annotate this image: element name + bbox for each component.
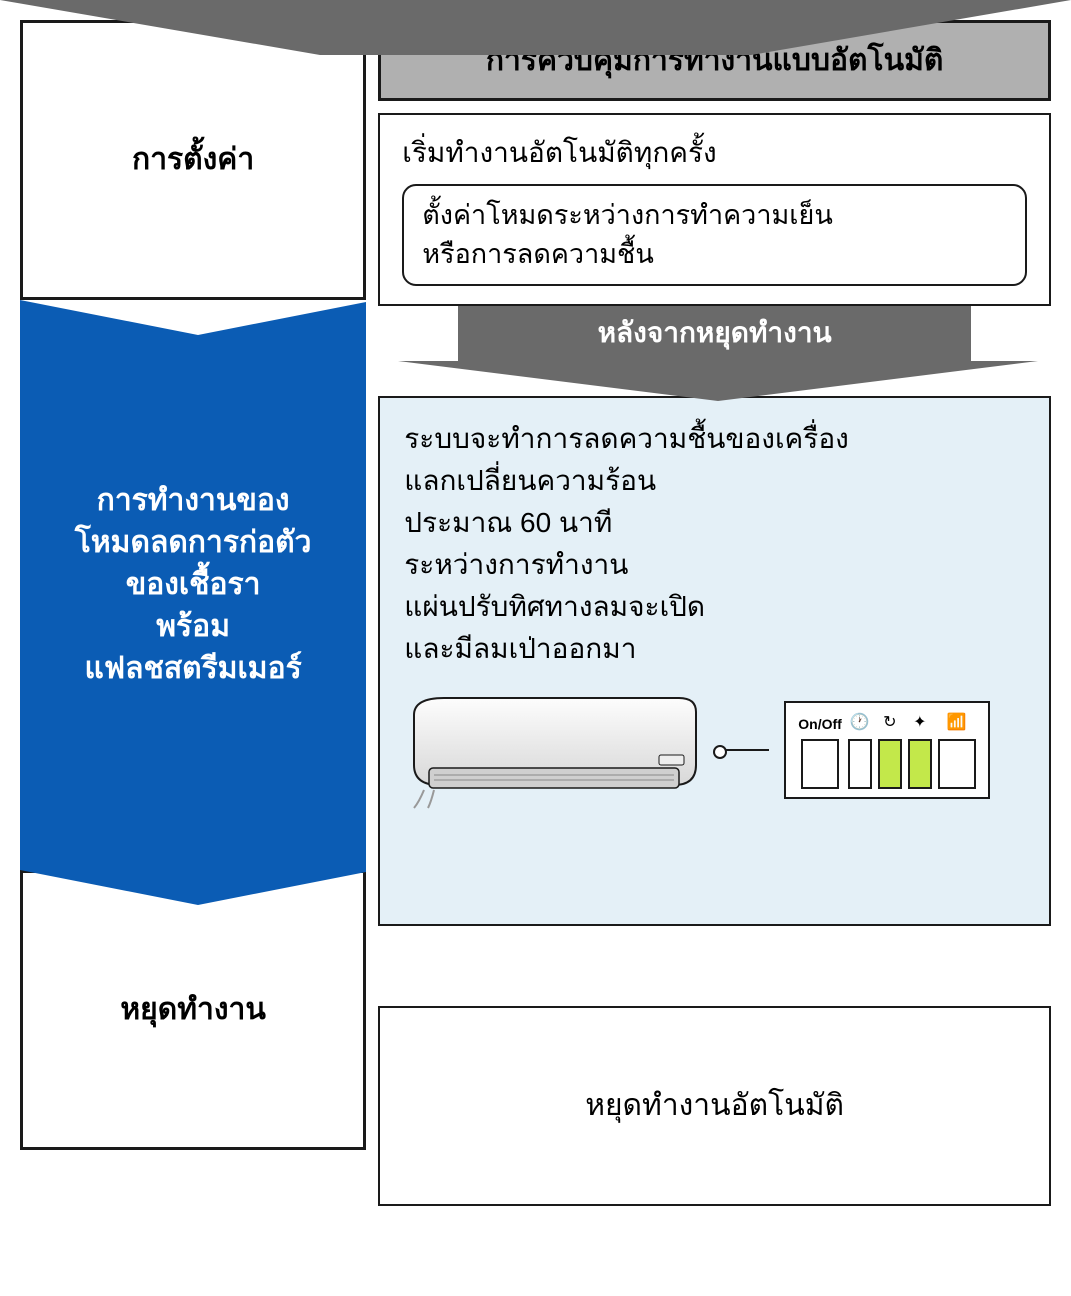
right-box-2-line6: และมีลมเป่าออกมา — [404, 628, 1025, 670]
arrow-to-stop — [398, 934, 1031, 994]
led-refresh: ↻ — [878, 711, 902, 789]
led-panel: On/Off 🕐 ↻ ✦ — [784, 701, 990, 799]
led-clean-indicator — [908, 739, 932, 789]
clean-icon: ✦ — [913, 711, 926, 735]
left-box-1-label: การตั้งค่า — [132, 139, 254, 181]
left-box-3-label: หยุดทำงาน — [120, 989, 265, 1031]
led-timer: 🕐 — [848, 711, 872, 789]
right-box-2-line4: ระหว่างการทำงาน — [404, 544, 1025, 586]
left-box-2-line5: แฟลชสตรีมเมอร์ — [75, 648, 312, 690]
chevron-notch-icon — [20, 870, 366, 908]
led-timer-indicator — [848, 739, 872, 789]
right-box-2-line3: ประมาณ 60 นาที — [404, 502, 1025, 544]
flowchart-container: การตั้งค่า การทำงานของ โหมดลดการก่อตัว ข… — [20, 20, 1051, 1206]
left-box-stop: หยุดทำงาน — [20, 870, 366, 1150]
left-box-mold-mode: การทำงานของ โหมดลดการก่อตัว ของเชื้อรา พ… — [20, 300, 366, 870]
arrow-after-stop: หลังจากหยุดทำงาน — [398, 306, 1031, 396]
left-box-2-text: การทำงานของ โหมดลดการก่อตัว ของเชื้อรา พ… — [75, 480, 312, 690]
led-refresh-indicator — [878, 739, 902, 789]
right-box-1-inner: ตั้งค่าโหมดระหว่างการทำความเย็น หรือการล… — [402, 184, 1027, 286]
right-box-2-line2: แลกเปลี่ยนความร้อน — [404, 460, 1025, 502]
led-onoff-label: On/Off — [798, 714, 842, 735]
timer-icon: 🕐 — [850, 711, 870, 735]
led-clean: ✦ — [908, 711, 932, 789]
right-box-1-title: เริ่มทำงานอัตโนมัติทุกครั้ง — [402, 133, 1027, 174]
right-box-start: เริ่มทำงานอัตโนมัติทุกครั้ง ตั้งค่าโหมดร… — [378, 113, 1051, 306]
left-box-2-line4: พร้อม — [75, 606, 312, 648]
led-onoff-indicator — [801, 739, 839, 789]
left-box-2-line2: โหมดลดการก่อตัว — [75, 522, 312, 564]
right-box-auto-stop: หยุดทำงานอัตโนมัติ — [378, 1006, 1051, 1206]
right-box-2-line5: แผ่นปรับทิศทางลมจะเปิด — [404, 586, 1025, 628]
refresh-icon: ↻ — [883, 711, 896, 735]
left-box-2-line3: ของเชื้อรา — [75, 564, 312, 606]
led-wifi-indicator — [938, 739, 976, 789]
right-box-2-line1: ระบบจะทำการลดความชื้นของเครื่อง — [404, 418, 1025, 460]
leader-line-icon — [719, 749, 769, 751]
arrow-down-icon — [398, 361, 1038, 401]
arrow-shaft: หลังจากหยุดทำงาน — [458, 306, 971, 361]
left-box-settings: การตั้งค่า — [20, 20, 366, 300]
led-wifi: 📶 — [938, 711, 976, 789]
right-box-1-inner-line2: หรือการลดความชื้น — [422, 235, 1007, 274]
arrow-down-icon — [0, 0, 1071, 55]
right-column: การควบคุมการทำงานแบบอัตโนมัติ เริ่มทำงาน… — [378, 20, 1051, 1206]
chevron-notch-icon — [20, 300, 366, 338]
arrow-1-label: หลังจากหยุดทำงาน — [598, 311, 832, 355]
left-column: การตั้งค่า การทำงานของ โหมดลดการก่อตัว ข… — [20, 20, 366, 1206]
wifi-icon: 📶 — [947, 711, 967, 735]
right-box-3-label: หยุดทำงานอัตโนมัติ — [585, 1082, 844, 1129]
right-box-operation: ระบบจะทำการลดความชื้นของเครื่อง แลกเปลี่… — [378, 396, 1051, 926]
right-box-1-inner-line1: ตั้งค่าโหมดระหว่างการทำความเย็น — [422, 196, 1007, 235]
ac-unit-icon — [404, 690, 704, 810]
ac-illustration: On/Off 🕐 ↻ ✦ — [404, 690, 1025, 810]
led-onoff: On/Off — [798, 714, 842, 789]
left-box-2-line1: การทำงานของ — [75, 480, 312, 522]
